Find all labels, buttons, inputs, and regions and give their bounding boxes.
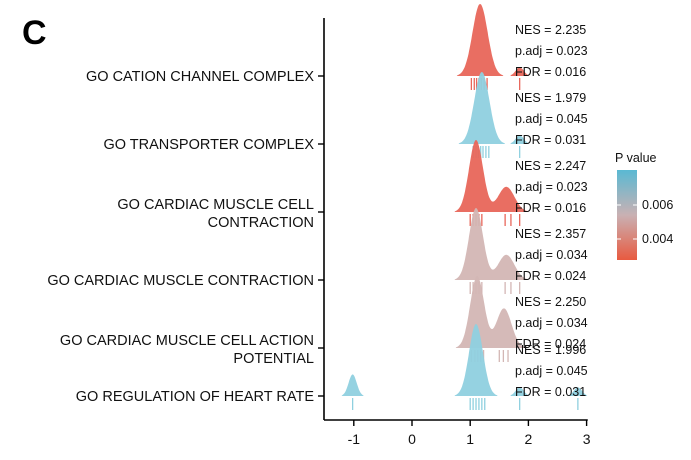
plot-area: -1 0 1 2 3 GO CATION CHANNEL COMPLEX NES = 2.2… (47, 4, 593, 447)
stat-label: NES = 1.979 (515, 91, 586, 105)
gene-set-label: GO CATION CHANNEL COMPLEX (86, 69, 314, 85)
legend-colorbar (617, 170, 637, 260)
ridge-density (336, 208, 593, 280)
panel-letter: C (22, 14, 47, 52)
stat-label: p.adj = 0.045 (515, 112, 588, 126)
stat-label: NES = 2.247 (515, 159, 586, 173)
gene-set-row: GO CARDIAC MUSCLE CONTRACTION NES = 2.357… (47, 208, 593, 294)
gene-set-label: GO TRANSPORTER COMPLEX (103, 137, 314, 153)
gene-set-label: GO CARDIAC MUSCLE CELL (117, 197, 314, 213)
gene-set-row: GO REGULATION OF HEART RATE NES = 1.996 p.… (76, 324, 593, 410)
legend-tick-label: 0.006 (642, 198, 673, 212)
stat-label: p.adj = 0.034 (515, 248, 588, 262)
p-value-legend: P value 0.006 0.004 (615, 151, 673, 260)
stat-label: NES = 2.357 (515, 227, 586, 241)
x-tick-label: 3 (583, 431, 591, 447)
x-tick-label: -1 (348, 431, 361, 447)
ridge-density (336, 140, 593, 212)
stat-label: p.adj = 0.034 (515, 316, 588, 330)
x-tick-label: 2 (525, 431, 533, 447)
gene-set-label: GO REGULATION OF HEART RATE (76, 389, 315, 405)
gene-set-label: GO CARDIAC MUSCLE CONTRACTION (47, 273, 314, 289)
gene-set-row: GO CARDIAC MUSCLE CELL CONTRACTION NES = 2… (117, 140, 593, 231)
gene-set-label: CONTRACTION (208, 215, 314, 231)
x-tick-label: 0 (408, 431, 416, 447)
stat-label: FDR = 0.024 (515, 269, 586, 283)
stat-label: p.adj = 0.045 (515, 364, 588, 378)
stat-label: FDR = 0.031 (515, 133, 586, 147)
stat-label: FDR = 0.016 (515, 201, 586, 215)
stat-label: FDR = 0.031 (515, 385, 586, 399)
ridge-density (336, 324, 593, 396)
stat-label: p.adj = 0.023 (515, 180, 588, 194)
stat-label: p.adj = 0.023 (515, 44, 588, 58)
gene-set-row: GO CARDIAC MUSCLE CELL ACTION POTENTIAL NE… (60, 275, 593, 367)
stat-label: FDR = 0.024 (515, 337, 586, 351)
gene-set-label: GO CARDIAC MUSCLE CELL ACTION (60, 333, 314, 349)
x-tick-label: 1 (466, 431, 474, 447)
gene-set-row: GO CATION CHANNEL COMPLEX NES = 2.235 p.ad… (86, 4, 593, 90)
legend-tick-label: 0.004 (642, 232, 673, 246)
gene-set-label: POTENTIAL (233, 351, 314, 367)
stat-label: NES = 1.996 (515, 343, 586, 357)
legend-title: P value (615, 151, 657, 165)
stat-label: NES = 2.235 (515, 23, 586, 37)
stat-label: FDR = 0.016 (515, 65, 586, 79)
stat-label: NES = 2.250 (515, 295, 586, 309)
